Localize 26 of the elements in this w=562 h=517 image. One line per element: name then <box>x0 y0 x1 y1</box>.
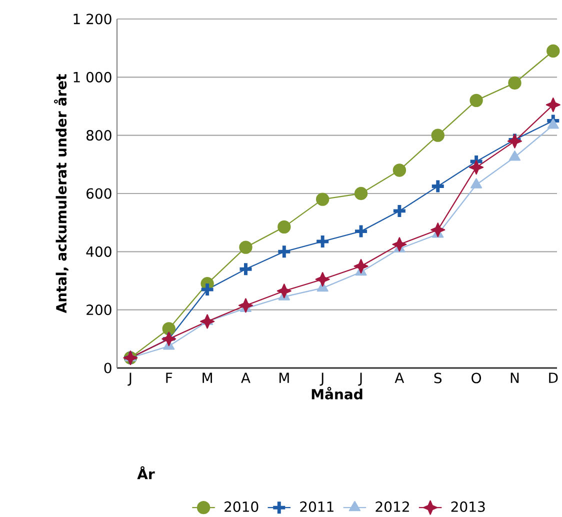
y-tick-label: 0 <box>104 362 112 374</box>
legend-label: 2012 <box>376 501 409 512</box>
x-tick-label: J <box>128 372 132 386</box>
x-tick-label: S <box>434 372 442 384</box>
x-tick-label: A <box>241 372 250 383</box>
legend-label: 2010 <box>224 501 258 512</box>
x-tick-label: F <box>166 372 172 383</box>
x-tick-label: D <box>549 372 558 383</box>
y-tick-label: 400 <box>86 246 112 257</box>
x-tick-label: J <box>320 372 324 386</box>
legend-title: År <box>137 466 155 480</box>
legend-label: 2011 <box>300 501 334 512</box>
legend-label: 2013 <box>451 501 485 512</box>
y-tick-label: 1 000 <box>74 72 112 82</box>
y-tick-label: 600 <box>86 188 112 199</box>
x-tick-label: J <box>358 372 362 386</box>
y-tick-label: 800 <box>86 130 112 141</box>
y-tick-label: 200 <box>86 304 112 316</box>
x-tick-label: A <box>394 372 404 383</box>
x-tick-label: M <box>202 372 212 383</box>
x-axis-title: Månad <box>312 386 362 400</box>
y-axis-title: Antal, ackumulerat under året <box>54 74 68 314</box>
x-tick-label: N <box>510 372 519 383</box>
y-tick-label: 1 200 <box>74 14 112 24</box>
x-tick-label: M <box>280 372 289 383</box>
x-tick-label: O <box>472 372 482 384</box>
